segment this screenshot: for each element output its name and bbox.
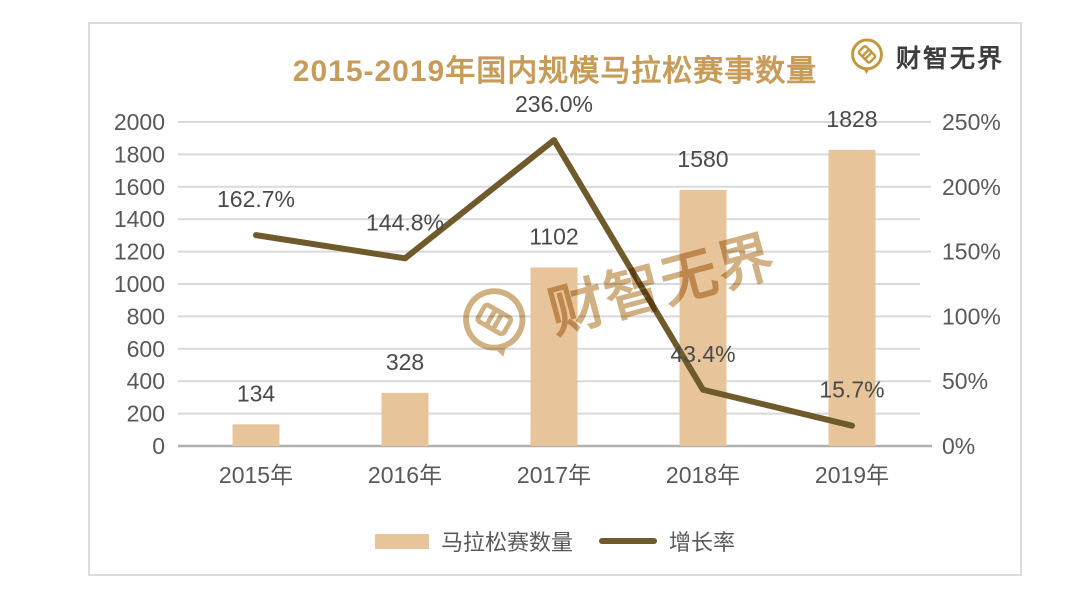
x-tick-label: 2018年	[666, 462, 740, 488]
y-left-tick-label: 0	[152, 433, 165, 459]
legend-line-swatch	[599, 538, 657, 544]
y-left-tick-label: 1000	[114, 271, 165, 297]
growth-line	[253, 137, 855, 429]
y-left-tick-label: 1600	[114, 174, 165, 200]
x-tick-label: 2016年	[368, 462, 442, 488]
bar-value-label: 1580	[677, 146, 728, 172]
y-right-tick-label: 200%	[942, 174, 1001, 200]
y-left-tick-label: 1200	[114, 239, 165, 265]
y-right-tick-label: 50%	[942, 368, 988, 394]
bar-value-label: 1828	[826, 106, 877, 132]
y-left-tick-label: 200	[127, 401, 165, 427]
legend: 马拉松赛数量 增长率	[90, 525, 1020, 557]
y-right-tick-label: 0%	[942, 433, 975, 459]
line-point-label: 15.7%	[819, 377, 884, 403]
y-left-tick-label: 2000	[114, 109, 165, 135]
y-left-tick-label: 400	[127, 368, 165, 394]
y-right-tick-label: 150%	[942, 239, 1001, 265]
x-tick-label: 2019年	[815, 462, 889, 488]
y-left-tick-label: 1400	[114, 206, 165, 232]
page-title: 2015-2019年国内规模马拉松赛事数量	[292, 55, 818, 88]
line-point-label: 236.0%	[515, 91, 593, 117]
bar-value-label: 328	[386, 349, 424, 375]
bar-value-label: 1102	[529, 223, 578, 249]
line-point-label: 144.8%	[366, 209, 444, 235]
brand: 财智无界	[846, 36, 1004, 78]
bar	[828, 149, 876, 446]
chart-plot: 0 0% 200 400 50% 600 800 100% 1000 1200 150% 1400 16…	[114, 91, 1001, 488]
legend-bar-swatch	[374, 533, 429, 549]
bar	[679, 190, 727, 446]
bar-value-label: 134	[237, 380, 276, 406]
legend-line-label: 增长率	[669, 530, 736, 555]
line-point-label: 162.7%	[217, 186, 295, 212]
legend-bar-label: 马拉松赛数量	[440, 530, 573, 555]
bar	[232, 424, 280, 446]
line-point-label: 43.4%	[670, 341, 735, 367]
bar	[381, 392, 429, 446]
bar	[530, 267, 578, 446]
x-tick-label: 2015年	[219, 462, 293, 488]
y-left-tick-label: 800	[127, 303, 165, 329]
y-right-tick-label: 250%	[942, 109, 1001, 135]
brand-logo-icon	[851, 38, 883, 75]
x-tick-label: 2017年	[517, 462, 591, 488]
y-left-tick-label: 600	[127, 336, 165, 362]
y-left-tick-label: 1800	[114, 141, 165, 167]
brand-name: 财智无界	[895, 45, 1004, 73]
chart-card: 2015-2019年国内规模马拉松赛事数量 财智无界 0 0% 200 400 50% 6…	[88, 22, 1022, 576]
y-right-tick-label: 100%	[942, 303, 1001, 329]
